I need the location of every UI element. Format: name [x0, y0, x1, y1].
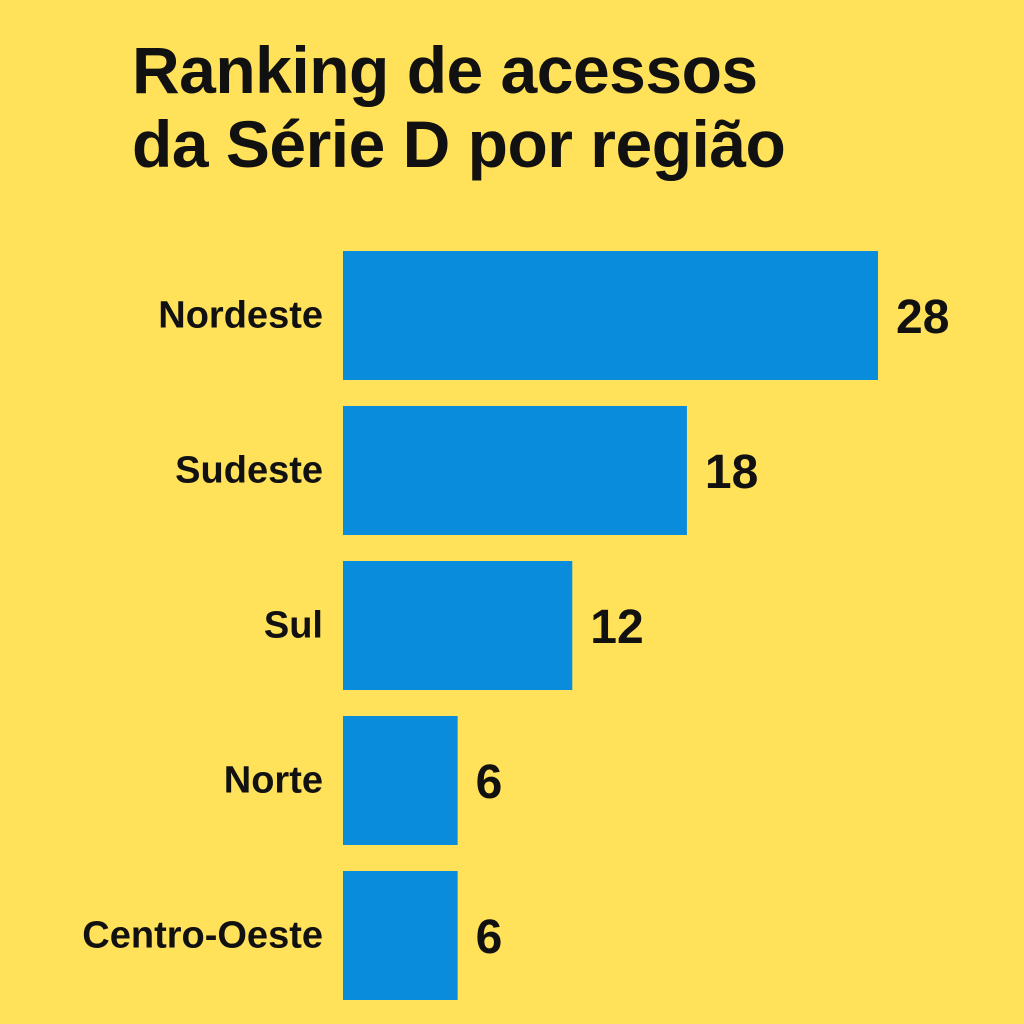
- bar-centro-oeste: [343, 871, 458, 1000]
- bar-norte: [343, 716, 458, 845]
- bar-group-3: Norte 6: [224, 716, 503, 845]
- chart-title-line-2: da Série D por região: [132, 106, 786, 181]
- chart-title: Ranking de acessos da Série D por região: [132, 33, 992, 182]
- category-label: Norte: [224, 760, 323, 802]
- category-label: Nordeste: [158, 295, 323, 337]
- value-label: 28: [896, 291, 949, 344]
- value-label: 6: [476, 756, 503, 809]
- bar-group-2: Sul 12: [264, 561, 644, 690]
- bar-group-1: Sudeste 18: [175, 406, 758, 535]
- value-label: 18: [705, 446, 758, 499]
- value-label: 12: [590, 601, 643, 654]
- bar-group-4: Centro-Oeste 6: [82, 871, 502, 1000]
- category-label: Centro-Oeste: [82, 915, 323, 957]
- category-label: Sul: [264, 605, 323, 647]
- value-label: 6: [476, 911, 503, 964]
- bar-sudeste: [343, 406, 687, 535]
- chart-title-line-1: Ranking de acessos: [132, 33, 758, 107]
- bar-sul: [343, 561, 573, 690]
- bar-nordeste: [343, 251, 878, 380]
- category-label: Sudeste: [175, 450, 323, 492]
- bar-group-0: Nordeste 28: [158, 251, 949, 380]
